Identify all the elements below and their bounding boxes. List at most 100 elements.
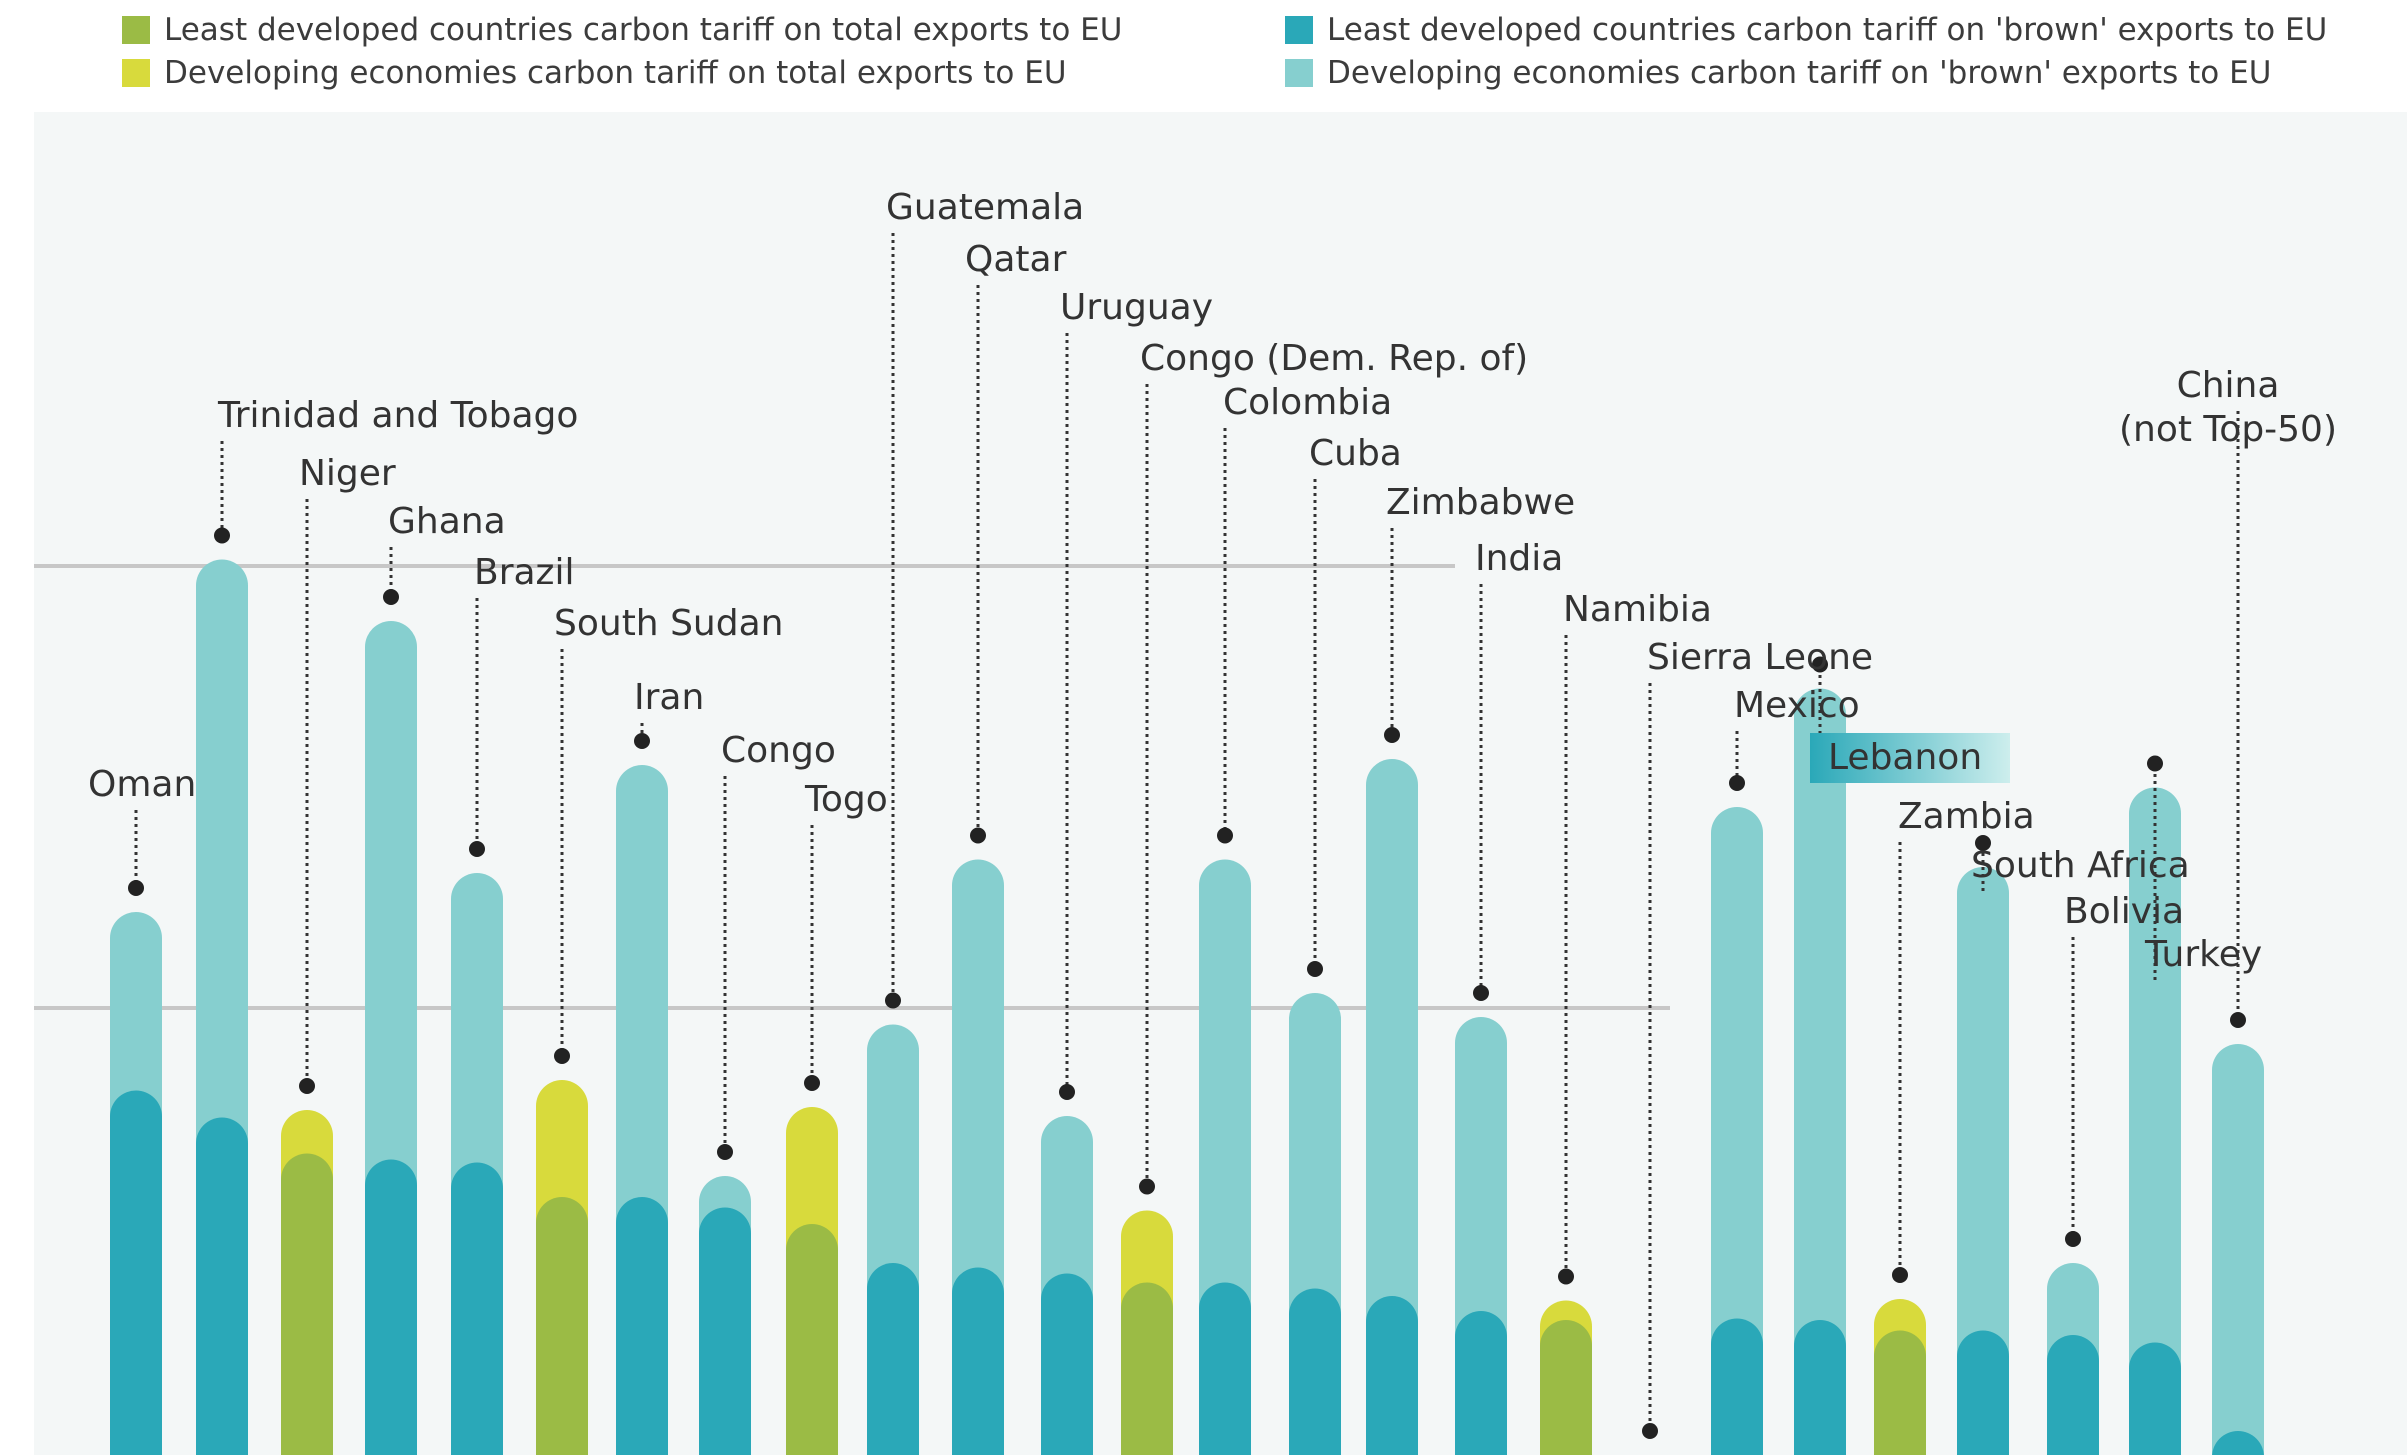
country-label-china-not-top-50-line-1: China [2177, 365, 2280, 406]
country-label-colombia: Colombia [1223, 382, 1392, 423]
leader-dot-togo [804, 1075, 820, 1091]
bar-inner-colombia [1199, 1282, 1251, 1455]
leader-dot-guatemala [885, 992, 901, 1009]
bar-inner-zimbabwe [1366, 1296, 1418, 1455]
leader-dot-qatar [970, 827, 986, 844]
leader-dot-india [1473, 985, 1489, 1001]
country-label-oman: Oman [88, 764, 196, 805]
country-label-south-sudan: South Sudan [554, 603, 783, 644]
leader-dot-brazil [469, 841, 485, 857]
leader-dot-namibia [1558, 1268, 1574, 1285]
legend-label-ldc-brown: Least developed countries carbon tariff … [1327, 12, 2328, 48]
bar-inner-zambia [1874, 1330, 1926, 1455]
country-label-congo: Congo [721, 730, 836, 771]
bar-outer-mexico [1711, 807, 1763, 1455]
leaders-layer [128, 233, 2246, 1439]
bar-inner-guatemala [867, 1263, 919, 1455]
bar-inner-india [1455, 1311, 1507, 1455]
bar-outer-china-not-top-50 [2212, 1044, 2264, 1455]
country-label-ghana: Ghana [388, 501, 506, 542]
bar-inner-trinidad-and-tobago [196, 1117, 248, 1455]
leader-dot-ghana [383, 589, 399, 605]
legend-swatch-dev-brown [1285, 59, 1313, 87]
country-label-qatar: Qatar [965, 239, 1067, 280]
highlight-label-background [1810, 733, 2010, 783]
leader-dot-china-not-top-50 [2230, 1012, 2246, 1028]
bar-inner-congo [699, 1207, 751, 1455]
leader-dot-zambia [1892, 1267, 1908, 1283]
bars-layer [110, 559, 2264, 1455]
bar-inner-cuba [1289, 1288, 1341, 1455]
country-label-india: India [1475, 538, 1563, 579]
country-label-turkey: Turkey [2144, 934, 2262, 975]
legend-item-ldc-brown: Least developed countries carbon tariff … [1285, 12, 2327, 48]
country-label-brazil: Brazil [474, 552, 574, 593]
country-label-namibia: Namibia [1563, 589, 1712, 630]
bar-inner-china-not-top-50 [2212, 1431, 2264, 1455]
bar-inner-togo [786, 1224, 838, 1455]
country-label-trinidad-and-tobago: Trinidad and Tobago [217, 395, 578, 436]
bar-inner-brazil [451, 1162, 503, 1455]
legend-item-dev-brown: Developing economies carbon tariff on 'b… [1285, 55, 2271, 91]
country-label-zimbabwe: Zimbabwe [1386, 482, 1575, 523]
leader-dot-cuba [1307, 961, 1323, 977]
country-label-uruguay: Uruguay [1060, 287, 1213, 328]
country-label-bolivia: Bolivia [2064, 891, 2184, 932]
country-label-sierra-leone: Sierra Leone [1647, 637, 1873, 678]
leader-dot-south-sudan [554, 1048, 570, 1064]
leader-dot-south-africa [1975, 835, 1991, 851]
bar-outer-zimbabwe [1366, 759, 1418, 1455]
bar-inner-turkey [2129, 1342, 2181, 1455]
country-label-mexico: Mexico [1734, 685, 1860, 726]
leader-dot-turkey [2147, 755, 2163, 772]
leader-dot-colombia [1217, 827, 1233, 844]
bar-outer-south-africa [1957, 867, 2009, 1455]
country-label-zambia: Zambia [1898, 796, 2035, 837]
legend-swatch-ldc-brown [1285, 16, 1313, 44]
country-label-china-not-top-50-line-2: (not Top-50) [2119, 409, 2337, 450]
bar-inner-lebanon [1794, 1320, 1846, 1455]
bar-inner-south-africa [1957, 1330, 2009, 1455]
leader-dot-congo-dem-rep-of [1139, 1178, 1155, 1195]
leader-dot-sierra-leone [1642, 1423, 1658, 1439]
bar-inner-iran [616, 1197, 668, 1455]
legend: Least developed countries carbon tariff … [0, 0, 2407, 110]
leader-dot-mexico [1729, 775, 1745, 791]
bar-inner-qatar [952, 1267, 1004, 1455]
legend-item-ldc-total: Least developed countries carbon tariff … [122, 12, 1122, 48]
bar-inner-uruguay [1041, 1273, 1093, 1455]
legend-label-dev-brown: Developing economies carbon tariff on 'b… [1327, 55, 2272, 91]
bar-inner-mexico [1711, 1318, 1763, 1455]
bar-outer-lebanon [1794, 688, 1846, 1455]
country-label-togo: Togo [804, 779, 888, 820]
legend-label-dev-total: Developing economies carbon tariff on to… [164, 55, 1067, 91]
legend-swatch-ldc-total [122, 16, 150, 44]
legend-swatch-dev-total [122, 59, 150, 87]
country-label-cuba: Cuba [1309, 433, 1402, 474]
leader-dot-zimbabwe [1384, 727, 1400, 743]
leader-dot-niger [299, 1078, 315, 1094]
legend-item-dev-total: Developing economies carbon tariff on to… [122, 55, 1067, 91]
labels-layer: Oman Trinidad and Tobago Niger Ghana Brazil S… [88, 187, 2337, 975]
bar-outer-turkey [2129, 787, 2181, 1455]
leader-dot-congo [717, 1144, 733, 1160]
country-label-south-africa: South Africa [1971, 845, 2190, 886]
country-label-niger: Niger [299, 453, 396, 494]
leader-dot-trinidad-and-tobago [214, 527, 230, 544]
leader-dot-uruguay [1059, 1084, 1075, 1100]
bar-inner-oman [110, 1090, 162, 1455]
legend-label-ldc-total: Least developed countries carbon tariff … [164, 12, 1123, 48]
leader-dot-bolivia [2065, 1231, 2081, 1247]
country-label-guatemala: Guatemala [886, 187, 1084, 228]
bar-inner-bolivia [2047, 1335, 2099, 1455]
bar-inner-congo-dem-rep-of [1121, 1282, 1173, 1455]
country-label-congo-dem-rep-of: Congo (Dem. Rep. of) [1140, 338, 1528, 379]
leader-dot-lebanon [1812, 656, 1828, 673]
bar-inner-ghana [365, 1159, 417, 1455]
leader-dot-oman [128, 880, 144, 896]
bar-inner-niger [281, 1153, 333, 1455]
country-label-lebanon: Lebanon [1828, 737, 1982, 778]
bar-inner-south-sudan [536, 1197, 588, 1455]
country-label-iran: Iran [634, 677, 704, 718]
